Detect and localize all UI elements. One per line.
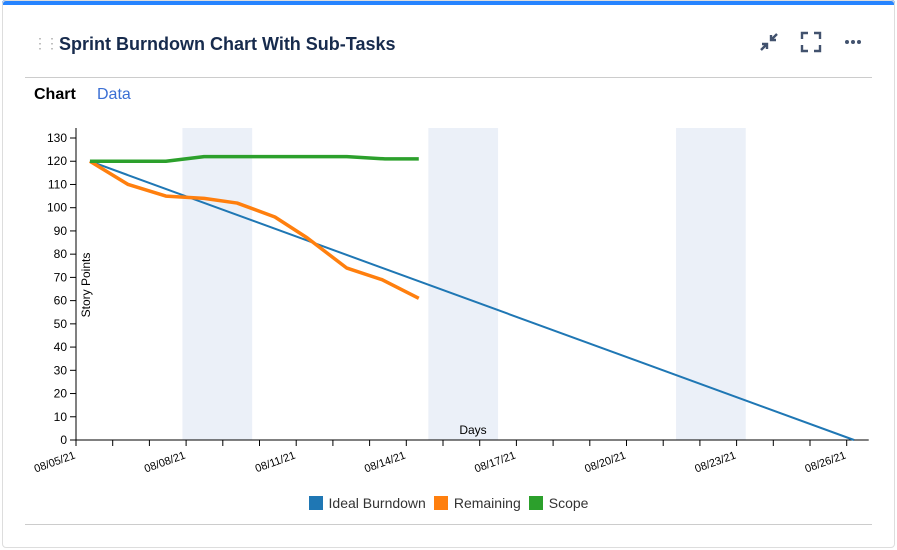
x-tick-label: 08/20/21 — [583, 450, 627, 476]
series-line-remaining — [89, 159, 420, 300]
y-tick-label: 90 — [54, 224, 68, 238]
non-working-band — [428, 128, 499, 440]
y-tick-label: 30 — [54, 363, 68, 377]
legend-item[interactable]: Remaining — [433, 495, 521, 511]
fullscreen-icon[interactable] — [799, 30, 823, 54]
x-tick-label: 08/05/21 — [33, 450, 77, 476]
y-tick-label: 60 — [54, 294, 68, 308]
y-tick-label: 100 — [47, 201, 67, 215]
x-tick-label: 08/26/21 — [803, 450, 847, 476]
x-tick-label: 08/08/21 — [143, 450, 187, 476]
series-line-ideal-burndown — [89, 160, 855, 441]
non-working-band — [182, 128, 253, 440]
x-axis-label: Days — [459, 423, 486, 437]
legend-label: Scope — [548, 495, 589, 511]
x-tick-label: 08/17/21 — [473, 450, 517, 476]
legend: Ideal Burndown Remaining Scope — [0, 495, 897, 511]
y-tick-label: 70 — [54, 270, 68, 284]
x-tick-label: 08/23/21 — [693, 450, 737, 476]
legend-swatch — [433, 496, 448, 510]
x-tick-label: 08/14/21 — [363, 450, 407, 476]
legend-item[interactable]: Scope — [528, 495, 589, 511]
y-tick-label: 20 — [54, 387, 68, 401]
y-tick-label: 120 — [47, 154, 67, 168]
divider — [25, 524, 872, 525]
more-icon[interactable] — [841, 30, 865, 54]
legend-item[interactable]: Ideal Burndown — [308, 495, 426, 511]
y-tick-label: 40 — [54, 340, 68, 354]
accent-bar — [2, 0, 895, 5]
burndown-chart: 0 10 20 30 40 50 60 70 80 90 100 110 120 130 08/05/21 0… — [33, 128, 869, 476]
legend-swatch — [308, 496, 323, 510]
x-tick-label: 08/11/21 — [254, 450, 298, 476]
y-tick-label: 50 — [54, 317, 68, 331]
y-tick-label: 10 — [54, 410, 68, 424]
y-tick-label: 110 — [48, 177, 67, 191]
y-tick-label: 130 — [47, 131, 67, 145]
legend-swatch — [528, 496, 543, 510]
legend-label: Remaining — [453, 495, 521, 511]
minimize-icon[interactable] — [757, 30, 781, 54]
divider — [25, 77, 872, 78]
legend-label: Ideal Burndown — [328, 495, 426, 511]
series-line-scope — [89, 154, 419, 163]
tab-chart[interactable]: Chart — [34, 86, 76, 103]
drag-handle-icon[interactable]: ⋮⋮ — [33, 35, 59, 51]
non-working-band — [676, 128, 746, 440]
y-tick-label: 80 — [54, 247, 68, 261]
gadget-title: Sprint Burndown Chart With Sub-Tasks — [59, 34, 396, 54]
y-axis-label: Story Points — [79, 253, 93, 318]
y-tick-label: 0 — [60, 433, 67, 447]
tab-data[interactable]: Data — [97, 86, 131, 103]
